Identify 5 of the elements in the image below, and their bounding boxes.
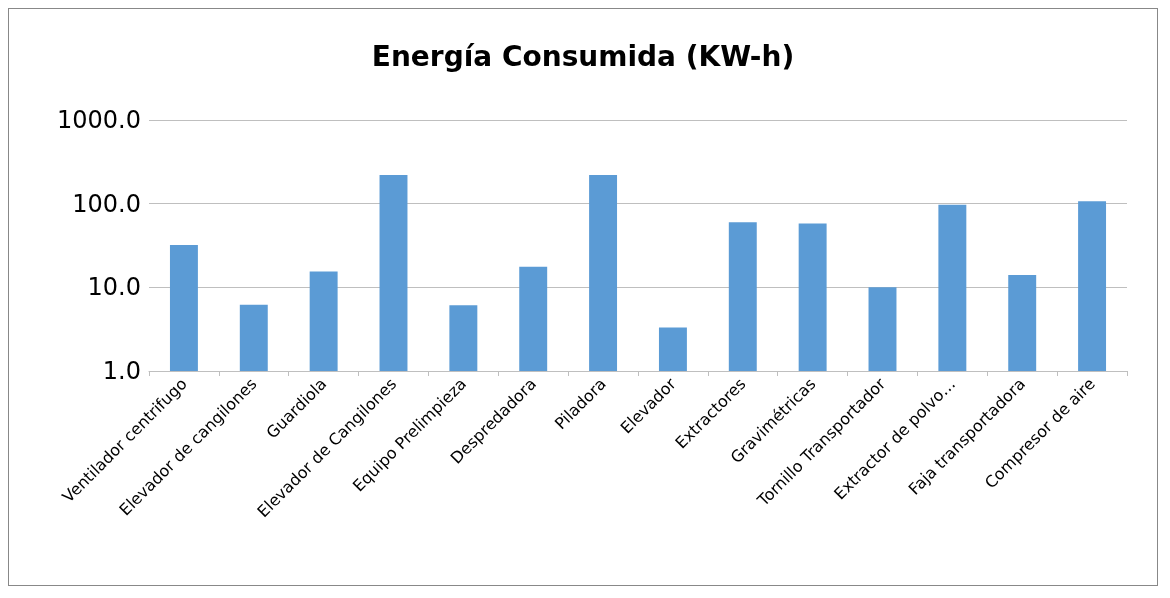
y-tick-label: 100.0 xyxy=(72,189,141,218)
y-tick-label: 10.0 xyxy=(87,273,141,302)
chart-title: Energía Consumida (KW-h) xyxy=(371,39,795,73)
y-tick-label: 1000.0 xyxy=(57,106,141,134)
y-tick-label: 1.0 xyxy=(102,357,141,385)
